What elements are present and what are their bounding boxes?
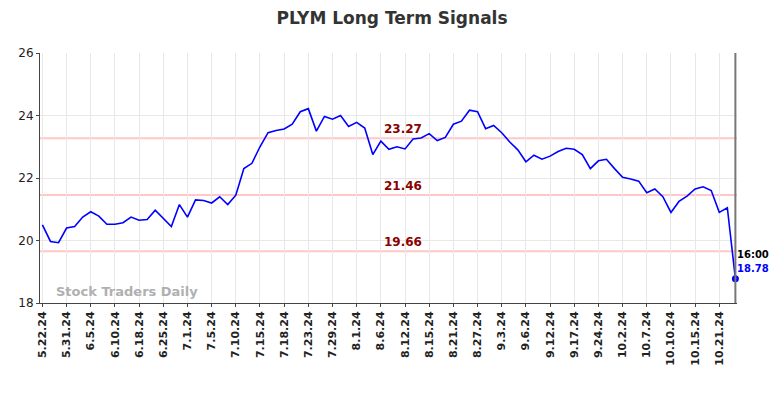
svg-text:8.6.24: 8.6.24: [374, 311, 387, 350]
svg-text:PLYM Long Term Signals: PLYM Long Term Signals: [276, 8, 507, 28]
svg-text:10.10.24: 10.10.24: [665, 311, 678, 366]
svg-text:8.12.24: 8.12.24: [399, 311, 412, 358]
svg-text:10.21.24: 10.21.24: [713, 311, 726, 366]
svg-text:6.5.24: 6.5.24: [84, 311, 97, 350]
svg-text:8.27.24: 8.27.24: [471, 311, 484, 358]
svg-text:22: 22: [18, 171, 33, 185]
svg-text:18.78: 18.78: [737, 263, 769, 274]
svg-text:7.29.24: 7.29.24: [326, 311, 339, 358]
svg-text:7.15.24: 7.15.24: [254, 311, 267, 358]
svg-text:7.23.24: 7.23.24: [302, 311, 315, 358]
svg-text:7.10.24: 7.10.24: [229, 311, 242, 358]
svg-text:19.66: 19.66: [384, 235, 422, 249]
svg-text:8.15.24: 8.15.24: [423, 311, 436, 358]
svg-text:6.25.24: 6.25.24: [157, 311, 170, 358]
svg-text:6.10.24: 6.10.24: [109, 311, 122, 358]
svg-text:10.2.24: 10.2.24: [616, 311, 629, 358]
svg-text:24: 24: [18, 109, 33, 123]
svg-text:9.24.24: 9.24.24: [592, 311, 605, 358]
svg-text:7.5.24: 7.5.24: [205, 311, 218, 350]
svg-text:8.1.24: 8.1.24: [350, 311, 363, 350]
svg-text:18: 18: [18, 296, 33, 310]
svg-text:21.46: 21.46: [384, 179, 422, 193]
svg-text:6.18.24: 6.18.24: [133, 311, 146, 358]
svg-text:20: 20: [18, 234, 33, 248]
svg-text:9.3.24: 9.3.24: [495, 311, 508, 350]
svg-text:26: 26: [18, 46, 33, 60]
svg-text:16:00: 16:00: [737, 249, 769, 260]
svg-text:9.12.24: 9.12.24: [544, 311, 557, 358]
svg-text:Stock Traders Daily: Stock Traders Daily: [56, 284, 198, 299]
svg-text:8.21.24: 8.21.24: [447, 311, 460, 358]
svg-text:10.15.24: 10.15.24: [689, 311, 702, 366]
svg-text:7.18.24: 7.18.24: [278, 311, 291, 358]
svg-text:23.27: 23.27: [384, 122, 422, 136]
svg-text:5.22.24: 5.22.24: [36, 311, 49, 358]
svg-text:9.6.24: 9.6.24: [519, 311, 532, 350]
svg-text:7.1.24: 7.1.24: [181, 311, 194, 350]
svg-text:10.7.24: 10.7.24: [640, 311, 653, 358]
svg-text:9.17.24: 9.17.24: [568, 311, 581, 358]
svg-text:5.31.24: 5.31.24: [60, 311, 73, 358]
